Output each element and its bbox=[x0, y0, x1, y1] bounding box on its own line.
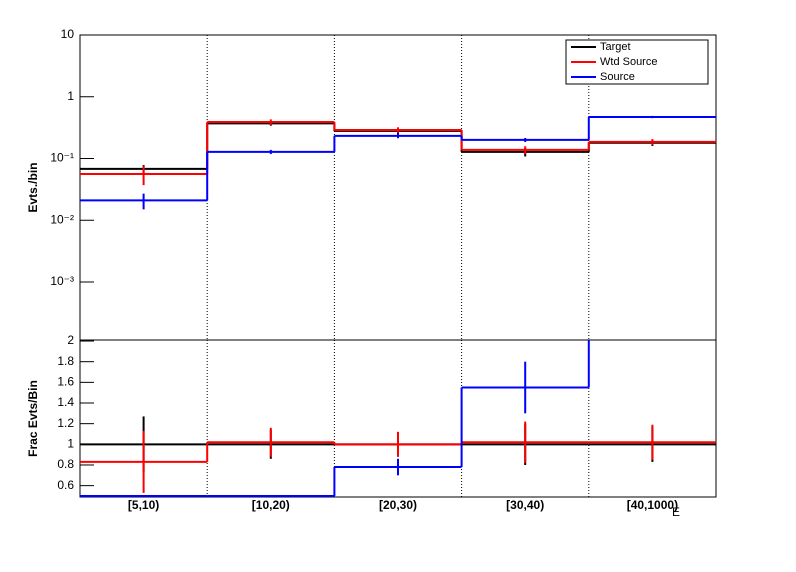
y-axis-title: Frac Evts/Bin bbox=[26, 380, 40, 457]
y-tick-label: 1.4 bbox=[57, 395, 74, 409]
legend-label: Target bbox=[600, 41, 631, 53]
x-tick-label: [40,1000) bbox=[627, 498, 678, 512]
y-tick-label: 0.6 bbox=[57, 478, 74, 492]
plot-frame bbox=[79, 339, 717, 498]
legend-label: Wtd Source bbox=[600, 56, 657, 68]
y-tick-label: 1 bbox=[67, 436, 74, 450]
y-tick-label: 1.8 bbox=[57, 354, 74, 368]
y-tick-label: 2 bbox=[67, 333, 74, 347]
y-tick-label: 10 bbox=[61, 27, 75, 41]
x-tick-label: [5,10) bbox=[128, 498, 159, 512]
y-tick-label: 10⁻² bbox=[50, 212, 74, 226]
y-tick-label: 1 bbox=[67, 89, 74, 103]
legend-label: Source bbox=[600, 71, 635, 83]
series-layer bbox=[80, 340, 716, 497]
x-tick-label: [30,40) bbox=[506, 498, 544, 512]
x-tick-label: [10,20) bbox=[252, 498, 290, 512]
y-tick-label: 10⁻¹ bbox=[50, 151, 74, 165]
x-tick-label: [20,30) bbox=[379, 498, 417, 512]
y-tick-label: 1.2 bbox=[57, 416, 74, 430]
y-tick-label: 0.8 bbox=[57, 457, 74, 471]
series-layer bbox=[80, 115, 716, 210]
y-axis-title: Evts./bin bbox=[26, 162, 40, 212]
x-axis-title: E bbox=[672, 505, 680, 519]
y-tick-label: 1.6 bbox=[57, 375, 74, 389]
y-tick-label: 10⁻³ bbox=[50, 274, 74, 288]
